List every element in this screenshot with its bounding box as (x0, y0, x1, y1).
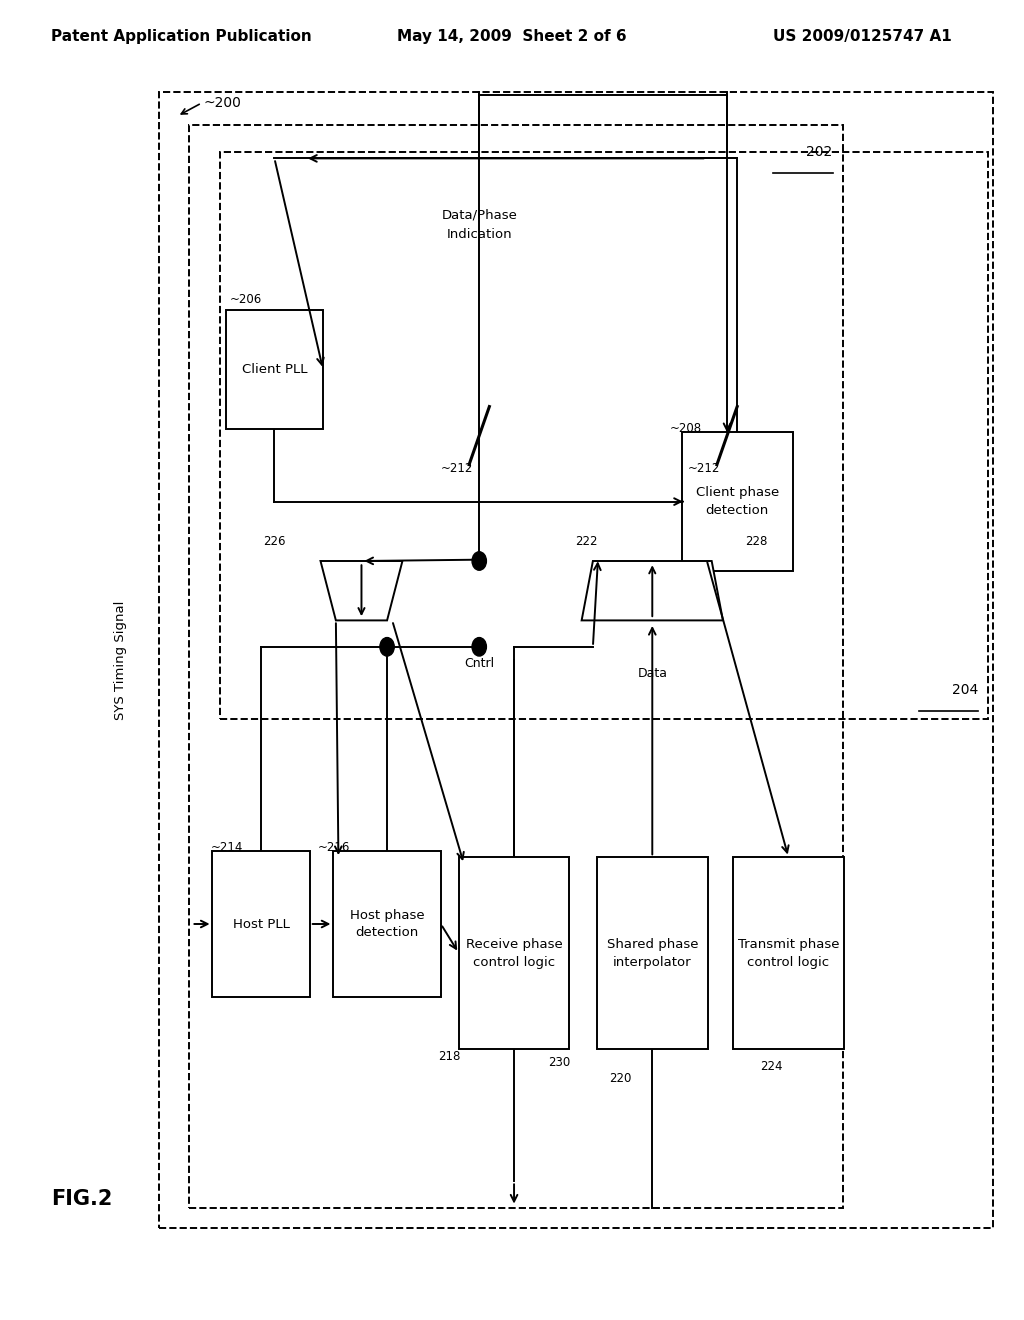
Text: 204: 204 (951, 684, 978, 697)
Text: ~208: ~208 (670, 422, 701, 436)
Bar (226, 310, 324, 429)
Circle shape (472, 638, 486, 656)
Bar (220, 152, 988, 719)
Text: 202: 202 (806, 145, 833, 158)
Text: Receive phase
control logic: Receive phase control logic (466, 937, 562, 969)
Bar (733, 858, 844, 1048)
Text: SYS Timing Signal: SYS Timing Signal (115, 601, 127, 719)
Text: Client PLL: Client PLL (242, 363, 307, 376)
Text: Data/Phase: Data/Phase (441, 209, 517, 222)
Polygon shape (321, 561, 402, 620)
Text: ~200: ~200 (204, 96, 242, 110)
Text: 220: 220 (609, 1072, 632, 1085)
Text: ~212: ~212 (440, 462, 473, 475)
Text: ~216: ~216 (317, 841, 350, 854)
Bar (597, 858, 708, 1048)
Text: May 14, 2009  Sheet 2 of 6: May 14, 2009 Sheet 2 of 6 (397, 29, 627, 45)
Text: 230: 230 (548, 1056, 570, 1069)
Circle shape (472, 552, 486, 570)
Text: Host PLL: Host PLL (232, 917, 290, 931)
Bar (459, 858, 569, 1048)
Text: FIG.2: FIG.2 (51, 1188, 113, 1209)
Text: Data: Data (637, 667, 668, 680)
Text: 224: 224 (760, 1060, 782, 1073)
Bar (189, 125, 843, 1208)
Text: ~206: ~206 (229, 293, 261, 306)
Text: 222: 222 (575, 535, 598, 548)
Text: Patent Application Publication: Patent Application Publication (51, 29, 312, 45)
Text: Client phase
detection: Client phase detection (695, 486, 779, 517)
Text: ~214: ~214 (211, 841, 244, 854)
Text: 226: 226 (263, 535, 286, 548)
Bar (159, 92, 993, 1228)
Text: Shared phase
interpolator: Shared phase interpolator (606, 937, 698, 969)
Text: Indication: Indication (446, 228, 512, 242)
Text: ~212: ~212 (688, 462, 721, 475)
Bar (334, 851, 440, 997)
Bar (682, 433, 793, 570)
Text: Transmit phase
control logic: Transmit phase control logic (737, 937, 840, 969)
Text: 228: 228 (745, 535, 768, 548)
Text: 218: 218 (438, 1049, 461, 1063)
Bar (213, 851, 309, 997)
Text: Host phase
detection: Host phase detection (350, 908, 424, 940)
Text: Cntrl: Cntrl (464, 657, 495, 671)
Polygon shape (582, 561, 723, 620)
Circle shape (380, 638, 394, 656)
Text: US 2009/0125747 A1: US 2009/0125747 A1 (773, 29, 952, 45)
